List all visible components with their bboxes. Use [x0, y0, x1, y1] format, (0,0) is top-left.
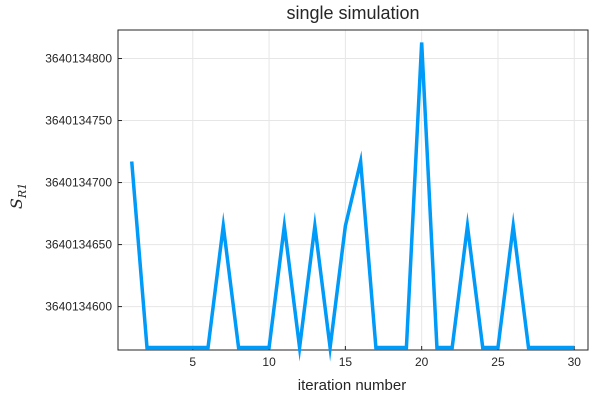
x-axis-ticks: 5 10 15 20 25 30 [189, 346, 581, 369]
series-line-y1 [129, 42, 575, 362]
y-axis-label-main: S [7, 198, 26, 209]
x-gridlines [192, 30, 575, 350]
y-tick-label: 3640134800 [45, 52, 112, 66]
x-tick-label: 20 [415, 355, 429, 369]
x-tick-label: 5 [189, 355, 196, 369]
plot-frame [117, 29, 589, 351]
y-tick-label: 3640134750 [45, 114, 112, 128]
x-tick-label: 10 [262, 355, 276, 369]
y-tick-label: 3640134700 [45, 176, 112, 190]
y-axis-label: SR1 [7, 183, 29, 209]
x-tick-label: 15 [339, 355, 353, 369]
y-tick-label: 3640134600 [45, 300, 112, 314]
x-tick-label: 25 [491, 355, 505, 369]
x-axis-label: iteration number [298, 377, 406, 394]
y-tick-label: 3640134650 [45, 238, 112, 252]
y-axis-label-subscript: R1 [16, 183, 29, 199]
chart-title: single simulation [286, 3, 419, 23]
series-layer [129, 42, 575, 362]
x-tick-label: 30 [568, 355, 582, 369]
y-axis-label-group: SR1 [7, 183, 29, 209]
y-axis-ticks: 3640134600 3640134650 3640134700 3640134750… [45, 52, 122, 314]
